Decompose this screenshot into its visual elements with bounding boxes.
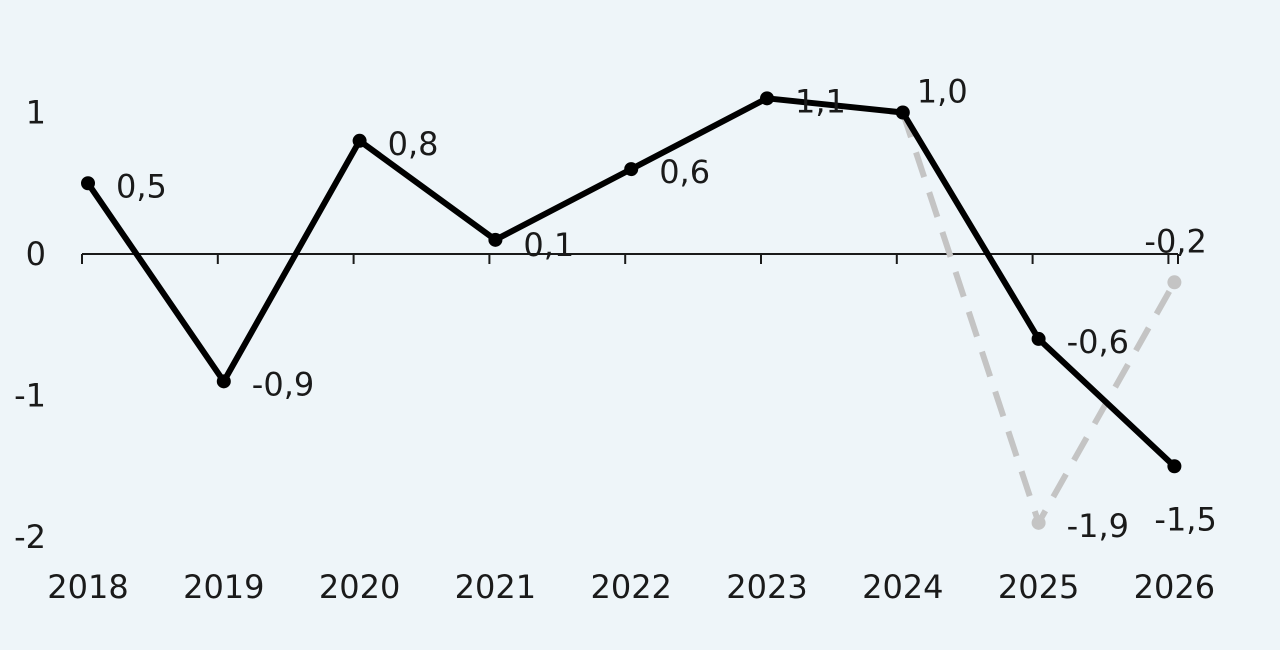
data-point-0-0 [81, 176, 95, 191]
y-tick-label: -2 [14, 518, 46, 556]
data-point-0-3 [488, 232, 503, 247]
data-point-1-7 [1031, 515, 1046, 530]
data-label: 1,1 [795, 82, 846, 120]
data-point-0-8 [1167, 459, 1182, 474]
x-tick-label: 2021 [455, 568, 536, 606]
data-label: -1,9 [1067, 507, 1129, 545]
x-tick-label: 2023 [726, 568, 807, 606]
data-label: 0,8 [388, 125, 439, 163]
x-tick-label: 2022 [590, 568, 671, 606]
data-label: 0,1 [523, 226, 574, 264]
x-tick-label: 2024 [862, 568, 943, 606]
data-label: 1,0 [917, 73, 968, 111]
data-label: 0,6 [659, 153, 710, 191]
x-tick-label: 2025 [998, 568, 1079, 606]
data-point-0-4 [624, 162, 639, 177]
data-label: -0,6 [1067, 323, 1129, 361]
y-tick-label: -1 [14, 377, 46, 415]
data-label: -0,9 [252, 365, 314, 403]
series-line-0 [85, 95, 1178, 470]
data-point-0-5 [760, 91, 774, 106]
data-label: 0,5 [116, 167, 167, 205]
data-point-0-6 [895, 105, 910, 120]
label-layer: 0,5 -0,9 0,8 0,1 0,6 1,1 1,0 -0,6 -1,5 -1,9 -0,2 [116, 73, 1217, 545]
x-tick-label: 2018 [47, 568, 128, 606]
data-point-1-8 [1167, 275, 1182, 290]
y-tick-label: 0 [26, 235, 46, 273]
data-label: -0,2 [1144, 222, 1206, 260]
y-tick-label: 1 [26, 94, 46, 132]
data-point-0-2 [352, 133, 367, 148]
x-tick-label: 2020 [319, 568, 400, 606]
series-layer [81, 91, 1182, 530]
data-label: -1,5 [1154, 500, 1216, 538]
data-point-0-1 [216, 374, 231, 389]
x-tick-label: 2019 [183, 568, 264, 606]
data-point-0-7 [1031, 331, 1046, 346]
series-line-1 [899, 111, 1178, 526]
x-tick-label: 2026 [1134, 568, 1215, 606]
axis-layer: 2018 2019 2020 2021 2022 2023 2024 2025 2026 1 0 -1… [14, 94, 1215, 607]
